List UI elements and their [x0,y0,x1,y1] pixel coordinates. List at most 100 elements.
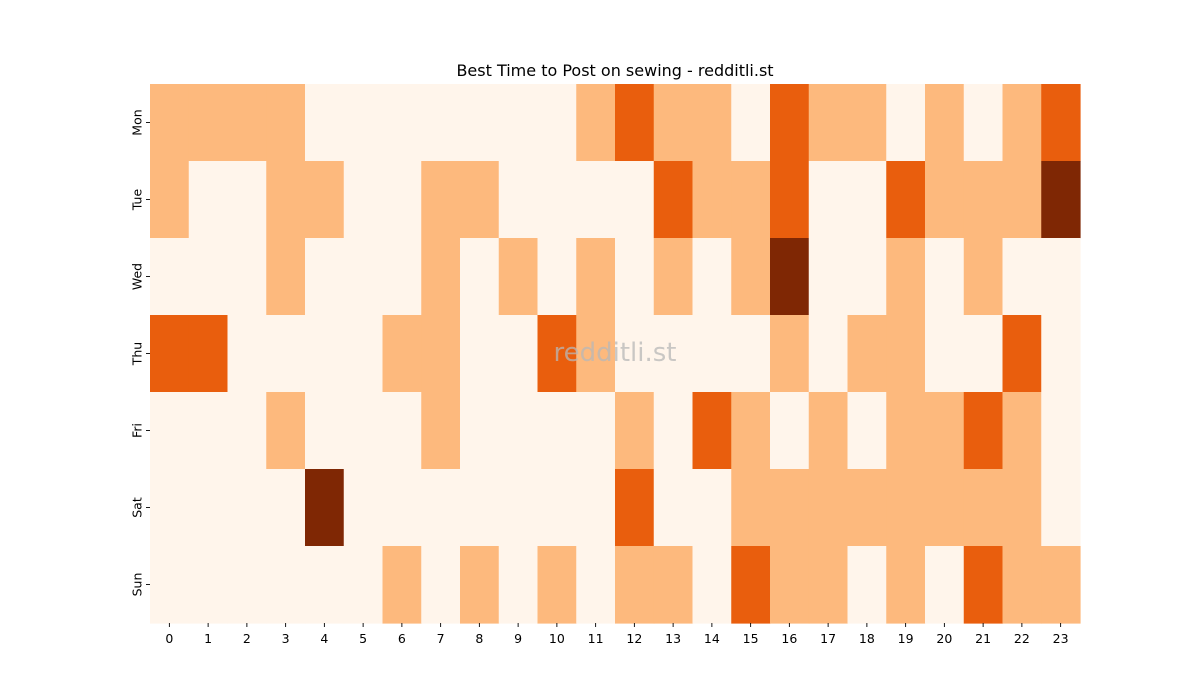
x-tick-label-15: 15 [743,631,759,646]
x-tick-label-8: 8 [475,631,483,646]
heatmap-cell-sat-3 [266,469,306,547]
heatmap-cell-sun-1 [188,546,229,624]
heatmap-cell-thu-11 [576,315,616,393]
heatmap-cell-sat-17 [808,469,849,547]
heatmap-cell-tue-13 [653,161,694,239]
heatmap-cell-wed-23 [1041,238,1081,316]
heatmap-cell-mon-9 [498,84,539,162]
heatmap-cell-sat-2 [227,469,267,547]
heatmap-cell-mon-5 [343,84,384,162]
heatmap-cell-sun-4 [305,546,345,624]
heatmap-cell-tue-5 [343,161,384,239]
heatmap-cell-fri-6 [382,392,422,470]
heatmap-cell-sun-7 [421,546,461,624]
heatmap-cell-wed-15 [731,238,771,316]
heatmap-cell-thu-20 [925,315,965,393]
heatmap-cell-sat-21 [963,469,1004,547]
heatmap-cell-fri-23 [1041,392,1081,470]
heatmap-cell-wed-4 [305,238,345,316]
heatmap-cell-wed-11 [576,238,616,316]
x-tick-label-3: 3 [282,631,290,646]
heatmap-cell-sun-6 [382,546,422,624]
heatmap-cell-sat-18 [847,469,887,547]
y-axis: Mon Tue Wed Thu Fri Sat Sun [130,109,150,597]
heatmap-cell-sat-22 [1002,469,1042,547]
heatmap-cell-tue-20 [925,161,965,239]
heatmap-cell-sat-1 [188,469,229,547]
x-tick-label-10: 10 [549,631,565,646]
heatmap-cell-mon-13 [653,84,694,162]
heatmap-cell-mon-17 [808,84,849,162]
heatmap-cell-fri-9 [498,392,539,470]
heatmap-cell-fri-18 [847,392,887,470]
heatmap-cell-sat-16 [770,469,810,547]
heatmap-cell-sat-20 [925,469,965,547]
heatmap-cell-tue-2 [227,161,267,239]
heatmap-cell-mon-21 [963,84,1004,162]
heatmap-cell-wed-9 [498,238,539,316]
heatmap-cell-sat-9 [498,469,539,547]
heatmap-cell-sat-19 [886,469,926,547]
heatmap-cell-wed-22 [1002,238,1042,316]
heatmap-cell-mon-2 [227,84,267,162]
heatmap-cell-sun-9 [498,546,539,624]
heatmap-cell-fri-22 [1002,392,1042,470]
heatmap-cell-mon-20 [925,84,965,162]
x-tick-label-20: 20 [936,631,952,646]
heatmap-cell-mon-0 [150,84,190,162]
heatmap-cell-sun-13 [653,546,694,624]
heatmap-cell-tue-4 [305,161,345,239]
heatmap-cell-fri-16 [770,392,810,470]
heatmap-cell-fri-12 [615,392,655,470]
x-tick-label-14: 14 [704,631,720,646]
heatmap-cell-tue-21 [963,161,1004,239]
heatmap-cell-fri-5 [343,392,384,470]
heatmap-cell-thu-2 [227,315,267,393]
heatmap-cell-thu-21 [963,315,1004,393]
heatmap-cell-tue-12 [615,161,655,239]
heatmap-cell-wed-12 [615,238,655,316]
heatmap-cell-fri-0 [150,392,190,470]
heatmap-cell-wed-13 [653,238,694,316]
x-tick-label-11: 11 [588,631,604,646]
x-tick-label-6: 6 [398,631,406,646]
heatmap-cell-fri-4 [305,392,345,470]
heatmap-cell-mon-15 [731,84,771,162]
y-tick-label-sun: Sun [130,573,145,597]
heatmap-cell-sun-3 [266,546,306,624]
x-tick-label-19: 19 [898,631,914,646]
heatmap-cell-mon-6 [382,84,422,162]
heatmap-cell-thu-15 [731,315,771,393]
heatmap-cell-sun-14 [692,546,732,624]
heatmap-cell-sat-4 [305,469,345,547]
heatmap-cell-sun-20 [925,546,965,624]
heatmap-cell-thu-17 [808,315,849,393]
heatmap-cell-mon-18 [847,84,887,162]
x-tick-label-18: 18 [859,631,875,646]
heatmap-cell-sat-0 [150,469,190,547]
heatmap-cell-mon-3 [266,84,306,162]
heatmap-cell-thu-8 [460,315,500,393]
heatmap-cell-wed-8 [460,238,500,316]
heatmap-cell-sat-5 [343,469,384,547]
heatmap-cell-fri-3 [266,392,306,470]
heatmap-cell-tue-8 [460,161,500,239]
y-tick-label-tue: Tue [130,189,145,212]
heatmap-cell-tue-23 [1041,161,1081,239]
heatmap-cell-tue-7 [421,161,461,239]
heatmap-cell-thu-18 [847,315,887,393]
heatmap-cell-fri-17 [808,392,849,470]
heatmap-cell-thu-23 [1041,315,1081,393]
heatmap-cell-sun-0 [150,546,190,624]
x-tick-label-2: 2 [243,631,251,646]
heatmap-cell-thu-3 [266,315,306,393]
heatmap-cell-wed-16 [770,238,810,316]
heatmap-cell-sun-21 [963,546,1004,624]
heatmap-cell-fri-21 [963,392,1004,470]
heatmap-cell-tue-6 [382,161,422,239]
heatmap-cell-thu-6 [382,315,422,393]
x-tick-label-5: 5 [359,631,367,646]
heatmap-cell-fri-20 [925,392,965,470]
